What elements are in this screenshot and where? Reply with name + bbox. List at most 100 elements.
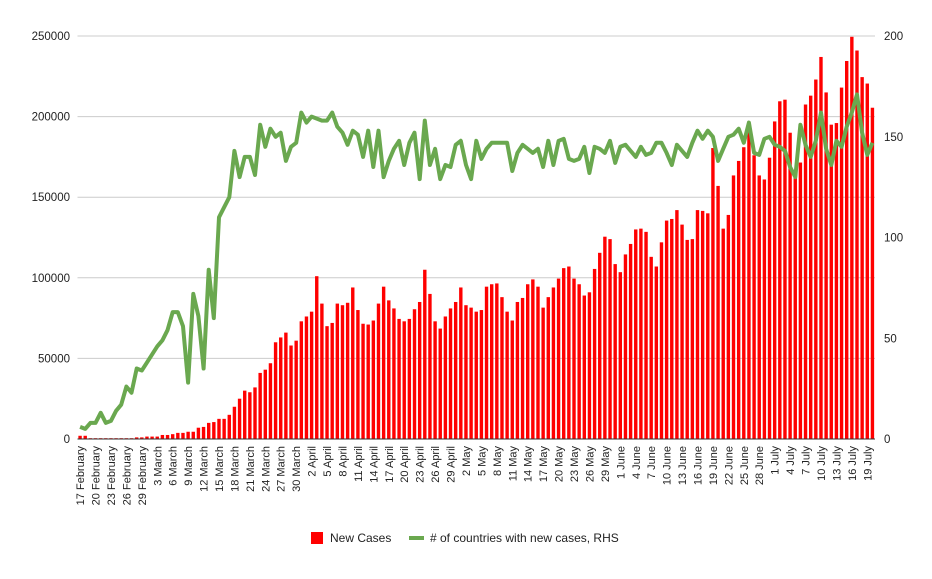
new-cases-bar [803,104,808,439]
x-axis-tick-label: 23 February [106,446,118,506]
left-axis-tick-label: 50000 [38,353,70,365]
new-cases-bar [448,308,453,439]
legend-new-cases-label: New Cases [330,531,391,545]
new-cases-bar [258,372,262,439]
new-cases-bar [417,301,422,439]
new-cases-bar [736,160,741,439]
new-cases-bar [186,431,190,439]
x-axis-tick-label: 11 May [507,446,519,482]
x-axis-tick-label: 3 March [152,446,164,486]
legend-new-cases-swatch [311,532,323,544]
new-cases-bar [675,210,679,439]
new-cases-bar [484,286,489,439]
new-cases-bar [788,132,792,439]
new-cases-bar [366,324,370,439]
new-cases-bar [824,92,828,440]
new-cases-bar [351,287,355,439]
new-cases-bar [526,284,530,439]
new-cases-bar [489,284,494,439]
new-cases-bar [706,213,710,439]
new-cases-bar [592,268,597,439]
x-axis-tick-label: 20 February [91,446,103,506]
new-cases-bar [207,422,211,439]
new-cases-bar [711,148,715,439]
left-axis-tick-labels: 0 50000 100000 150000 200000 250000 [32,31,70,446]
new-cases-bar [217,418,221,439]
new-cases-bar [361,323,365,439]
new-cases-bar [582,295,586,439]
new-cases-bar [649,256,653,439]
new-cases-bar [778,101,782,439]
new-cases-bar [134,437,139,439]
new-cases-bar [865,83,869,439]
new-cases-bar [273,342,278,439]
new-cases-bar [690,239,695,439]
x-axis-tick-label: 18 March [229,446,241,492]
right-axis-tick-labels: 0 50 100 150 200 [884,31,903,446]
new-cases-bar [356,310,360,439]
new-cases-bar [644,231,648,439]
new-cases-bar [423,269,427,439]
x-axis-tick-label: 16 June [693,446,705,485]
x-axis-tick-label: 8 April [338,446,350,477]
x-axis-tick-label: 10 June [662,446,674,485]
x-axis-tick-label: 25 June [739,446,751,485]
x-axis-tick-label: 11 April [353,446,365,482]
right-axis-tick-label: 50 [884,333,897,345]
new-cases-bar [284,332,288,439]
new-cases-bar [793,175,797,440]
new-cases-bar [340,305,345,439]
new-cases-bar [376,303,381,439]
new-cases-bar [515,301,520,439]
new-cases-bar [304,316,309,439]
new-cases-bar [628,243,633,439]
new-cases-bar [639,228,643,439]
x-axis-tick-label: 8 May [492,446,504,476]
new-cases-bar [845,60,849,440]
new-cases-bar [814,79,818,440]
new-cases-bar [623,254,628,439]
new-cases-bar [428,293,432,439]
new-cases-bar [212,422,216,439]
new-cases-bar [726,214,731,439]
new-cases-bar [469,307,473,439]
left-axis-tick-label: 100000 [32,273,70,285]
x-axis-tick-labels: 17 February 20 February 23 February 26 Febr… [75,446,874,506]
x-axis-tick-label: 1 June [615,446,627,479]
new-cases-bar [541,307,545,439]
new-cases-bar [299,321,304,439]
new-cases-bar [546,297,550,439]
new-cases-bar [654,266,659,439]
new-cases-bar [567,266,571,439]
new-cases-bar [510,320,514,439]
new-cases-bar [695,210,700,439]
new-cases-bar [829,124,833,439]
new-cases-bar [201,426,206,439]
x-axis-tick-label: 4 July [785,446,797,475]
new-cases-bar [433,321,437,439]
legend: New Cases # of countries with new cases,… [311,531,619,545]
x-axis-tick-label: 20 April [399,446,411,483]
new-cases-bar [659,242,664,439]
x-axis-tick-label: 29 February [137,446,149,506]
x-axis-tick-label: 19 July [862,446,874,481]
new-cases-bar [664,220,669,439]
new-cases-bar [680,224,684,439]
new-cases-bar [598,252,602,439]
x-axis-tick-label: 5 May [476,446,488,476]
x-axis-tick-label: 15 March [214,446,226,492]
new-cases-bar [387,300,391,439]
new-cases-bar [577,284,581,439]
new-cases-bar [150,436,154,439]
x-axis-tick-label: 1 July [770,446,782,475]
new-cases-bar [721,228,725,439]
new-cases-bar [860,77,864,439]
new-cases-bar [78,435,82,439]
new-cases-bar [808,95,813,440]
new-cases-bars [78,36,875,440]
x-axis-tick-label: 20 May [554,446,566,483]
x-axis-tick-label: 23 April [415,446,427,483]
new-cases-bar [191,431,195,439]
new-cases-bar [479,310,484,439]
new-cases-bar [170,434,175,439]
